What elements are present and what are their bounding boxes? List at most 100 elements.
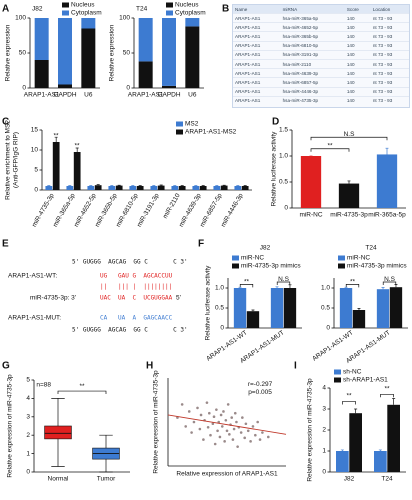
bar xyxy=(94,185,102,190)
x-axis-label: Relative expression of ARAP1-AS1 xyxy=(176,471,278,478)
point xyxy=(267,435,270,439)
point xyxy=(258,438,262,441)
cell: ARAP1-AS1 xyxy=(233,58,281,69)
error-bar xyxy=(381,287,385,290)
error-bar xyxy=(347,180,351,184)
point xyxy=(228,433,231,436)
x-tick-label: U6 xyxy=(84,92,93,99)
cell: ARAP1-AS1 xyxy=(233,68,281,78)
table-row: ARAP1-AS1 hsa-miR-4652-5p 140 nt 73 - 93 xyxy=(233,22,409,32)
table-row: ARAP1-AS1 hsa-miR-4735-3p 140 nt 73 - 93 xyxy=(233,95,409,105)
point xyxy=(249,440,252,443)
y-tick-label: 2 xyxy=(26,432,30,439)
y-tick-label: 100 xyxy=(15,15,26,22)
annotation: ** xyxy=(244,278,250,285)
table: Name miRNA Score Location ARAP1-AS1 hsa-miR-3… xyxy=(233,5,409,105)
legend-label: miR-NC xyxy=(241,255,264,262)
bar xyxy=(234,186,242,190)
bar-segment xyxy=(162,18,176,86)
bracket xyxy=(310,136,388,141)
x-tick-label: GAPDH xyxy=(53,92,76,99)
cell: 140 xyxy=(344,40,371,51)
cell: hsa-miR-4446-3p xyxy=(280,86,345,97)
point xyxy=(232,427,236,431)
annotation: ** xyxy=(346,393,352,400)
point xyxy=(209,433,212,437)
y-tick-label: 0 xyxy=(26,469,30,476)
y-tick-label: 1.0 xyxy=(279,153,288,160)
annotation: N.S xyxy=(384,276,396,283)
annotation: ** xyxy=(75,143,81,150)
y-tick-label: 0 xyxy=(284,205,288,212)
bracket xyxy=(345,284,360,288)
point xyxy=(216,429,219,433)
x-tick-label: Tumor xyxy=(97,476,116,483)
bar xyxy=(171,186,179,190)
bracket xyxy=(380,393,394,398)
y-tick-label: 3 xyxy=(322,406,326,413)
cell: ARAP1-AS1 xyxy=(233,95,281,105)
cell: nt 73 - 93 xyxy=(370,86,409,97)
header-cell: miRNA xyxy=(280,5,345,14)
legend-label: MS2 xyxy=(185,121,199,128)
cell: 140 xyxy=(344,77,371,87)
panel-label: C xyxy=(2,117,9,128)
bar xyxy=(150,186,158,190)
y-tick-label: 100 xyxy=(119,15,130,22)
point xyxy=(220,425,224,428)
y-tick-label: 0 xyxy=(22,85,26,92)
error-bar xyxy=(392,398,396,405)
bar xyxy=(283,288,297,328)
y-tick-label: 2 xyxy=(322,427,326,434)
bar xyxy=(52,142,60,190)
bracket xyxy=(382,281,397,285)
bar xyxy=(108,186,116,190)
y-tick-label: 0 xyxy=(220,325,224,332)
point xyxy=(246,429,250,433)
y-axis-label: Relative expression xyxy=(5,24,12,81)
y-tick-label: 5 xyxy=(34,167,38,174)
table-row: ARAP1-AS1 hsa-miR-6810-5p 140 nt 73 - 93 xyxy=(233,40,409,51)
error-bar xyxy=(288,284,292,288)
sequence: 5' GUGGG AGCAG GG C C 3' xyxy=(72,327,188,334)
bar-segment xyxy=(81,28,96,88)
bar xyxy=(300,156,322,208)
point xyxy=(236,445,239,448)
y-tick-label: 50 xyxy=(19,50,27,57)
error-bar xyxy=(394,284,398,288)
chart-title: T24 xyxy=(136,6,148,13)
legend-swatch xyxy=(232,255,239,261)
legend-swatch xyxy=(232,263,239,269)
error-bar xyxy=(75,147,79,152)
bar-segment xyxy=(138,61,153,88)
point xyxy=(241,416,244,419)
y-tick-label: 10 xyxy=(31,147,39,154)
cell: ARAP1-AS1 xyxy=(233,86,281,97)
target-table: Name miRNA Score Location ARAP1-AS1 hsa-miR-3… xyxy=(232,4,410,108)
cell: nt 73 - 93 xyxy=(370,40,409,51)
cell: hsa-miR-4652-5p xyxy=(280,22,345,32)
panel-label: E xyxy=(2,239,9,250)
point xyxy=(208,411,211,415)
error-bar xyxy=(54,136,58,142)
x-tick-label: miR-4735-3p xyxy=(330,212,368,219)
x-tick-label: miR-NC xyxy=(299,212,322,219)
y-tick-label: 1.0 xyxy=(321,285,330,292)
y-axis-label: Relative luciferase activity xyxy=(205,265,212,341)
x-tick-label: T24 xyxy=(381,476,393,483)
legend-label: ARAP1-AS1-MS2 xyxy=(185,129,237,136)
cell: ARAP1-AS1 xyxy=(233,49,281,60)
legend-swatch xyxy=(338,255,345,261)
y-tick-label: 0 xyxy=(34,187,38,194)
point xyxy=(206,425,210,429)
cell: ARAP1-AS1 xyxy=(233,77,281,87)
bar-segment xyxy=(81,18,96,29)
bar xyxy=(336,451,349,472)
y-tick-label: 0.5 xyxy=(215,305,224,312)
cell: hsa-miR-4735-3p xyxy=(280,95,345,105)
bar xyxy=(389,287,403,328)
x-tick-label: U6 xyxy=(188,92,197,99)
legend-label: miR-NC xyxy=(347,255,370,262)
cell: hsa-miR-365a-5p xyxy=(280,12,345,23)
